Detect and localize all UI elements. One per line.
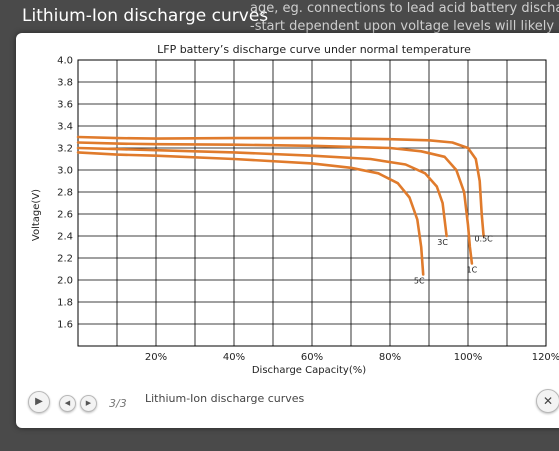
previous-button[interactable]: ◀: [59, 395, 76, 412]
series-label: 5C: [414, 276, 425, 285]
y-tick-label: 4.0: [57, 56, 73, 67]
next-button[interactable]: ▶: [80, 395, 97, 412]
series-label: 3C: [437, 238, 448, 247]
series-line-05c: [76, 135, 485, 238]
series-line-1c: [76, 141, 474, 265]
y-tick-label: 2.8: [57, 188, 73, 199]
y-tick-label: 3.8: [57, 78, 73, 89]
close-button[interactable]: ✕: [536, 389, 559, 413]
x-tick-label: 40%: [223, 352, 245, 363]
y-tick-label: 3.2: [57, 144, 73, 155]
y-tick-label: 2.6: [57, 210, 73, 221]
series-label: 0.5C: [474, 235, 493, 244]
article-line: -start dependent upon voltage levels wil…: [250, 19, 559, 34]
y-tick-label: 2.0: [57, 276, 73, 287]
y-tick-label: 3.6: [57, 100, 73, 111]
x-tick-label: 120%: [532, 352, 559, 363]
chart-title: LFP battery’s discharge curve under norm…: [157, 43, 471, 56]
play-button[interactable]: ▶: [28, 391, 50, 413]
x-tick-label: 80%: [379, 352, 401, 363]
x-tick-label: 100%: [454, 352, 483, 363]
article-line: age, eg. connections to lead acid batter…: [250, 1, 559, 16]
y-tick-label: 3.0: [57, 166, 73, 177]
series-label: 1C: [467, 265, 478, 274]
x-axis-label: Discharge Capacity(%): [252, 365, 366, 376]
series-line-3c: [76, 146, 448, 238]
discharge-chart: LFP battery’s discharge curve under norm…: [31, 43, 559, 376]
page-title: Lithium-Ion discharge curves: [22, 6, 269, 26]
y-tick-label: 1.6: [57, 320, 73, 331]
x-tick-label: 20%: [145, 352, 167, 363]
series-line-5c: [76, 151, 425, 276]
close-icon: ✕: [542, 394, 554, 408]
y-tick-label: 3.4: [57, 122, 73, 133]
lightbox-controls: ▶ ◀ ▶ 3/3 Lithium-Ion discharge curves ✕: [16, 385, 559, 421]
y-tick-label: 1.8: [57, 298, 73, 309]
play-icon: ▶: [35, 396, 43, 407]
next-icon: ▶: [85, 399, 92, 407]
image-caption: Lithium-Ion discharge curves: [145, 392, 305, 405]
article-text: age, eg. connections to lead acid batter…: [250, 0, 559, 36]
y-tick-label: 2.4: [57, 232, 73, 243]
y-tick-label: 2.2: [57, 254, 73, 265]
image-lightbox: LFP battery’s discharge curve under norm…: [16, 33, 559, 428]
image-counter: 3/3: [109, 397, 127, 410]
y-axis-label: Voltage(V): [31, 189, 42, 241]
x-tick-label: 60%: [301, 352, 323, 363]
prev-icon: ◀: [64, 399, 71, 407]
